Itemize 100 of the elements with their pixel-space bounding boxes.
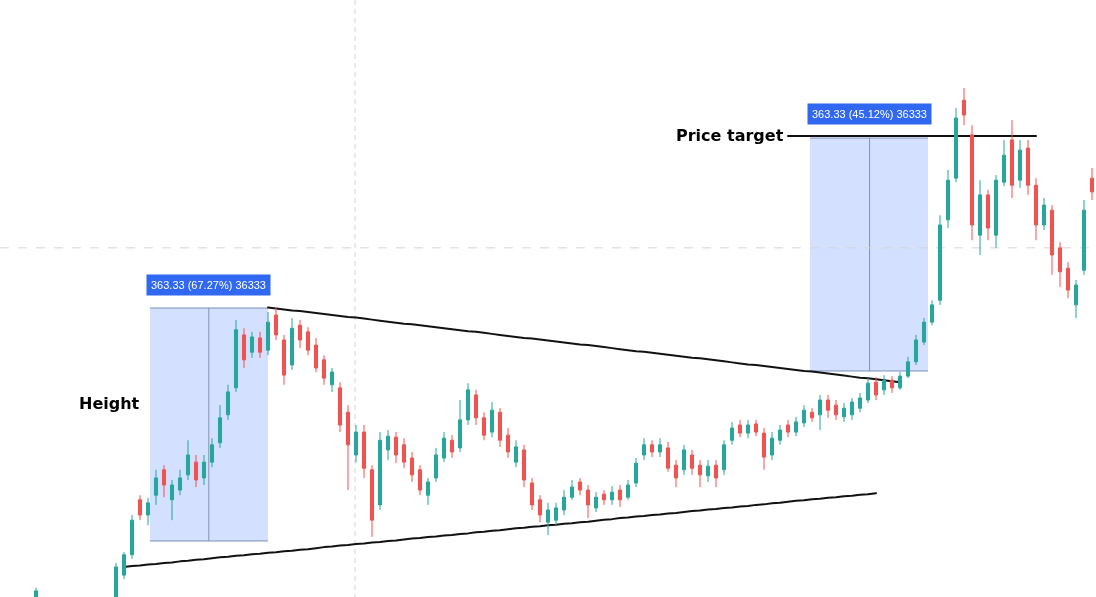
- candlestick: [945, 169, 951, 229]
- candlestick: [553, 502, 559, 526]
- candlestick: [697, 459, 703, 488]
- candlestick: [913, 334, 919, 366]
- candlestick: [1009, 119, 1015, 199]
- candlestick: [537, 494, 543, 523]
- candlestick: [409, 451, 415, 483]
- candlestick: [929, 299, 935, 326]
- candlestick: [761, 427, 767, 471]
- candlestick: [1081, 199, 1087, 276]
- candlestick: [1041, 197, 1047, 231]
- candlestick: [145, 497, 151, 526]
- candlestick: [489, 401, 495, 438]
- candlestick: [449, 434, 455, 459]
- candlestick: [289, 317, 295, 371]
- candlestick: [1057, 241, 1063, 288]
- candlestick: [801, 404, 807, 428]
- candlestick: [1089, 167, 1095, 201]
- candlestick: [249, 331, 255, 359]
- candlestick: [169, 479, 175, 521]
- candlestick: [521, 444, 527, 488]
- candlestick: [329, 367, 335, 393]
- candlestick: [337, 381, 343, 433]
- candlestick: [665, 441, 671, 473]
- candlestick: [769, 431, 775, 461]
- candlestick: [297, 319, 303, 349]
- candlestick: [265, 311, 271, 356]
- candlestick: [313, 337, 319, 373]
- candlestick: [225, 384, 231, 421]
- candlestick: [849, 397, 855, 421]
- candlestick: [345, 404, 351, 491]
- candlestick: [321, 354, 327, 386]
- candlestick: [425, 477, 431, 506]
- annotation: 363.33 (67.27%) 36333: [151, 279, 266, 291]
- candlestick: [593, 491, 599, 513]
- candlestick: [625, 479, 631, 501]
- candlestick: [649, 439, 655, 458]
- candlestick: [841, 402, 847, 423]
- candlestick: [937, 214, 943, 306]
- candlestick: [905, 356, 911, 379]
- candlestick: [305, 326, 311, 356]
- candlestick: [241, 327, 247, 369]
- candlestick: [977, 179, 983, 256]
- candlestick: [1025, 139, 1031, 196]
- candlestick: [1049, 204, 1055, 276]
- candlestick: [481, 411, 487, 441]
- candlestick: [961, 87, 967, 126]
- candlestick: [705, 459, 711, 483]
- candlestick: [209, 437, 215, 468]
- candlestick: [417, 464, 423, 496]
- candlestick: [353, 424, 359, 463]
- candlestick: [497, 407, 503, 448]
- candlestick: [1017, 139, 1023, 189]
- candlestick: [153, 469, 159, 506]
- candlestick: [161, 464, 167, 498]
- candlestick: [833, 399, 839, 421]
- candlestick: [273, 306, 279, 341]
- candlestick: [873, 376, 879, 401]
- candlestick: [561, 489, 567, 516]
- candlestick: [641, 437, 647, 461]
- candlestick: [681, 444, 687, 476]
- candlestick: [1073, 279, 1079, 319]
- candlestick: [953, 107, 959, 183]
- candlestick: [857, 392, 863, 413]
- candlestick: [465, 382, 471, 426]
- candlestick: [609, 485, 615, 506]
- candlestick: [401, 437, 407, 469]
- candlestick: [729, 421, 735, 446]
- candlestick: [713, 459, 719, 488]
- candlestick: [441, 431, 447, 463]
- candlestick: [377, 431, 383, 511]
- candlestick: [633, 457, 639, 488]
- candlestick: [113, 562, 119, 597]
- candlestick: [1033, 177, 1039, 241]
- candlestick: [617, 484, 623, 508]
- candlestick: [369, 464, 375, 538]
- candlestick: [233, 319, 239, 393]
- candlestick: [1065, 261, 1071, 299]
- candlestick: [897, 371, 903, 391]
- candlestick: [33, 587, 39, 597]
- annotation: 363.33 (45.12%) 36333: [812, 108, 927, 120]
- candlestick: [217, 404, 223, 449]
- candlestick: [257, 331, 263, 359]
- candlestick: [817, 394, 823, 431]
- candlestick: [177, 469, 183, 496]
- candlestick: [137, 494, 143, 521]
- candlestick: [993, 174, 999, 249]
- candlestick: [785, 419, 791, 438]
- candlestick: [745, 419, 751, 439]
- candlestick: [689, 449, 695, 476]
- candlestick: [865, 377, 871, 404]
- candlestick: [809, 407, 815, 423]
- candlestick: [825, 394, 831, 419]
- candlestick: [673, 459, 679, 488]
- candlestick: [889, 375, 895, 394]
- candlestick: [129, 514, 135, 560]
- candlestick: [545, 502, 551, 536]
- candlestick: [393, 431, 399, 464]
- candlestick: [921, 317, 927, 346]
- candlestick: [281, 334, 287, 386]
